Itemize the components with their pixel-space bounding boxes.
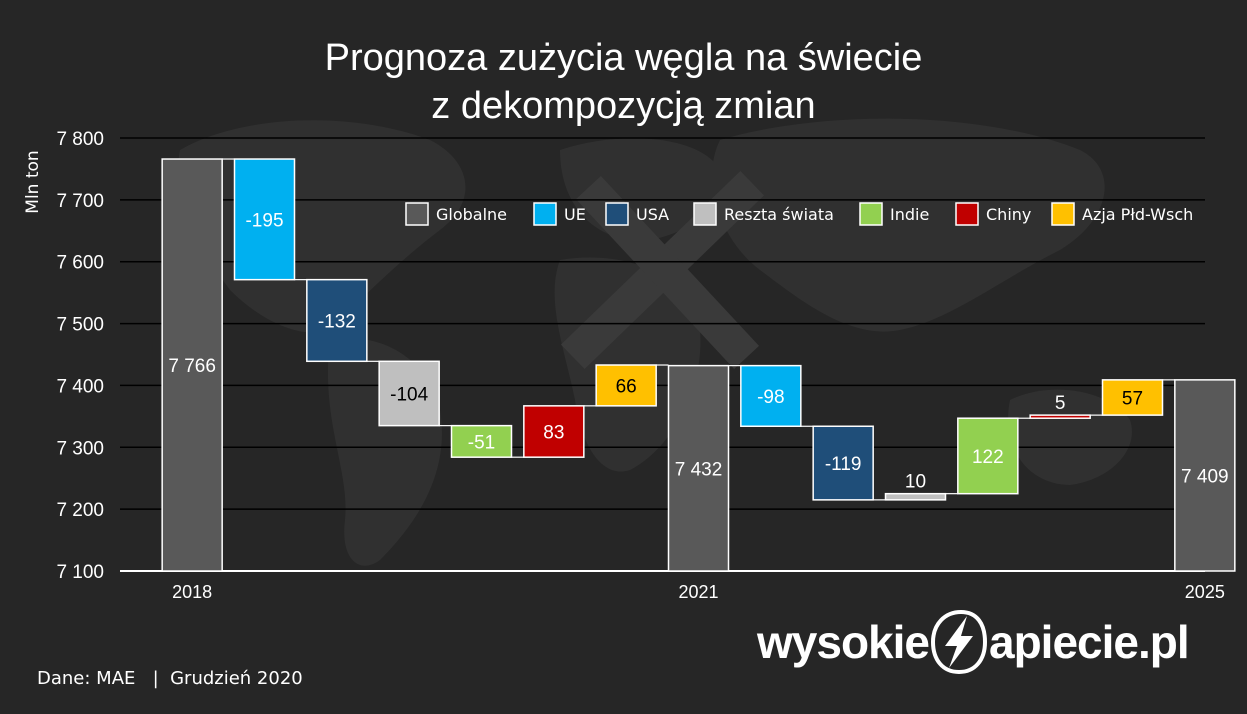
bar-globalne: [667, 364, 730, 572]
y-tick-label: 7 300: [56, 438, 104, 459]
bar-usa: [306, 278, 368, 363]
footer-date: Grudzień 2020: [170, 668, 303, 689]
y-tick-label: 7 800: [56, 129, 104, 150]
bar-label: -104: [390, 384, 428, 405]
legend-label: Reszta świata: [724, 205, 834, 224]
y-tick-label: 7 700: [56, 191, 104, 212]
x-axis-labels: 2018 2021 2025: [172, 582, 1225, 602]
bar-ue: [740, 364, 802, 428]
bar-labels: 7 766 -195 -132 -104 -51 83 66 7 432 -98 -119 10 12…: [168, 210, 1228, 492]
bar-label: 10: [905, 472, 926, 493]
legend-swatch: [605, 202, 629, 226]
bar-usa: [812, 425, 874, 501]
legend-label: Azja Płd-Wsch: [1082, 205, 1193, 224]
bar-label: 83: [543, 423, 564, 444]
bar-label: -132: [318, 311, 356, 332]
y-tick-label: 7 100: [56, 562, 104, 583]
y-tick-label: 7 600: [56, 253, 104, 274]
lightning-n-icon: [931, 610, 987, 674]
bar-ue: [233, 158, 296, 281]
footer-source: Dane: MAE: [37, 668, 136, 689]
bar-label: 122: [972, 447, 1004, 468]
bar-azja-p-d-wsch: [1101, 379, 1164, 416]
brand-text-left: wysokie: [757, 616, 930, 668]
legend: Globalne UE USA Reszta świata Indie Chiny Azja…: [405, 202, 1193, 226]
gridlines: [120, 137, 1205, 572]
bar-globalne: [161, 158, 223, 572]
chart-title-line1: Prognoza zużycia węgla na świecie: [324, 37, 923, 79]
bar-label: 66: [616, 376, 637, 397]
bar-indie: [450, 424, 513, 458]
bar-label: 5: [1055, 393, 1066, 414]
chart-title-line2: z dekompozycją zmian: [431, 85, 816, 127]
y-tick-label: 7 500: [56, 315, 104, 336]
y-axis-ticks: 7 100 7 200 7 300 7 400 7 500 7 600 7 700 7 800: [56, 129, 104, 583]
legend-swatch: [955, 202, 979, 226]
bar-label: 7 409: [1181, 466, 1229, 487]
bar-label: -98: [757, 387, 784, 408]
y-tick-label: 7 200: [56, 500, 104, 521]
bar-label: -195: [245, 210, 283, 231]
footer: Dane: MAE | Grudzień 2020: [37, 668, 303, 689]
y-axis-label: Mln ton: [23, 150, 43, 213]
legend-label: UE: [564, 205, 586, 224]
bar-reszta-wiata: [378, 360, 440, 427]
bar-label: -119: [825, 454, 862, 475]
bar-azja-p-d-wsch: [595, 364, 657, 407]
connector-lines: [222, 158, 1175, 501]
bar-label: 57: [1122, 388, 1143, 409]
legend-label: Chiny: [986, 205, 1031, 224]
brand-logo: wysokie apiecie.pl: [757, 610, 1190, 674]
bar-indie: [957, 417, 1019, 495]
legend-swatch: [1051, 202, 1075, 226]
bar-reszta-wiata: [884, 492, 947, 501]
legend-swatch: [405, 202, 429, 226]
legend-label: USA: [636, 205, 669, 224]
bar-globalne: [1174, 379, 1236, 572]
brand-text-right: apiecie.pl: [989, 616, 1190, 668]
footer-separator: |: [152, 668, 159, 689]
bar-chiny: [1029, 414, 1091, 419]
legend-swatch: [533, 202, 557, 226]
x-tick-label: 2021: [678, 582, 718, 602]
x-tick-label: 2025: [1185, 582, 1225, 602]
bar-label: -51: [468, 432, 495, 453]
bar-label: 7 766: [168, 356, 216, 377]
y-tick-label: 7 400: [56, 376, 104, 397]
x-tick-label: 2018: [172, 582, 212, 602]
bar-label: 7 432: [675, 459, 723, 480]
legend-swatch: [693, 202, 717, 226]
bars: [161, 158, 1236, 572]
legend-label: Globalne: [436, 205, 507, 224]
legend-label: Indie: [890, 205, 929, 224]
bar-chiny: [523, 405, 585, 458]
legend-swatch: [859, 202, 883, 226]
